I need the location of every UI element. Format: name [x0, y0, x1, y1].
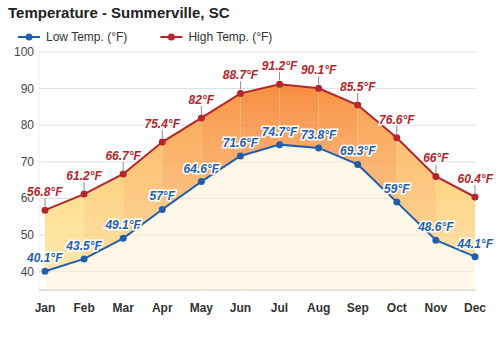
low-area [201, 156, 240, 290]
data-label: 91.2°F [262, 59, 298, 73]
series-marker [472, 193, 479, 200]
x-tick-label: Mar [113, 301, 135, 315]
data-label: 90.1°F [301, 63, 337, 77]
data-label: 85.5°F [340, 80, 376, 94]
legend-label: High Temp. (°F) [188, 30, 272, 44]
y-tick-label: 50 [21, 228, 35, 242]
series-marker [354, 102, 361, 109]
series-marker [81, 191, 88, 198]
series-marker [42, 268, 49, 275]
label-pointer [201, 106, 202, 114]
x-tick-label: Nov [425, 301, 448, 315]
chart: Temperature - Summerville, SC Low Temp. (… [0, 0, 500, 350]
series-marker [120, 235, 127, 242]
label-pointer [318, 76, 319, 84]
data-label: 43.5°F [65, 239, 102, 253]
series-marker [432, 173, 439, 180]
grid-line [39, 52, 475, 53]
data-label: 64.6°F [184, 162, 220, 176]
background [0, 0, 500, 350]
series-marker [315, 85, 322, 92]
label-pointer [45, 198, 46, 206]
x-tick-label: Jul [271, 301, 288, 315]
data-label: 60.4°F [458, 172, 494, 186]
plot-area [42, 81, 479, 290]
low-area [319, 148, 358, 290]
series-marker [237, 90, 244, 97]
data-label: 49.1°F [104, 218, 141, 232]
series-marker [120, 170, 127, 177]
data-label: 88.7°F [223, 68, 259, 82]
y-tick-label: 90 [21, 82, 35, 96]
series-marker [159, 139, 166, 146]
series-marker [276, 81, 283, 88]
label-pointer [162, 130, 163, 138]
data-label: 76.6°F [379, 113, 415, 127]
data-label: 82°F [189, 93, 215, 107]
series-marker [315, 144, 322, 151]
data-label: 48.6°F [417, 220, 454, 234]
x-tick-label: Oct [387, 301, 407, 315]
label-pointer [123, 162, 124, 170]
y-tick-label: 70 [21, 155, 35, 169]
legend-entry: Low Temp. (°F) [18, 30, 127, 44]
series-marker [393, 199, 400, 206]
chart-container: Temperature - Summerville, SC Low Temp. (… [0, 0, 500, 350]
x-tick-label: Aug [307, 301, 330, 315]
series-marker [159, 206, 166, 213]
x-tick-label: Sep [347, 301, 369, 315]
data-label: 66°F [423, 151, 449, 165]
data-label: 74.7°F [262, 125, 298, 139]
y-tick-label: 40 [21, 265, 35, 279]
data-label: 59°F [384, 182, 410, 196]
y-tick-label: 80 [21, 118, 35, 132]
series-line [45, 145, 475, 272]
series-marker [237, 152, 244, 159]
legend-marker [168, 34, 175, 41]
data-label: 75.4°F [145, 117, 181, 131]
data-label: 69.3°F [340, 144, 376, 158]
series-marker [472, 253, 479, 260]
data-label: 40.1°F [26, 251, 63, 265]
x-tick-label: Feb [73, 301, 94, 315]
series-marker [198, 178, 205, 185]
legend-entry: High Temp. (°F) [160, 30, 272, 44]
series-marker [276, 141, 283, 148]
x-tick-label: May [190, 301, 214, 315]
data-label: 73.8°F [301, 128, 337, 142]
low-area [397, 202, 436, 290]
label-pointer [435, 164, 436, 172]
series-marker [42, 207, 49, 214]
data-label: 56.8°F [27, 185, 63, 199]
data-label: 61.2°F [66, 169, 102, 183]
data-labels: 40.1°F43.5°F49.1°F 57°F 64.6°F71.6°F74.7°F… [26, 59, 494, 265]
label-pointer [396, 126, 397, 134]
label-pointer [475, 185, 476, 193]
x-tick-label: Dec [464, 301, 486, 315]
series-marker [432, 237, 439, 244]
x-tick-label: Jun [230, 301, 251, 315]
series-marker [198, 114, 205, 121]
label-pointer [357, 93, 358, 101]
label-pointer [84, 182, 85, 190]
data-label: 66.7°F [105, 149, 141, 163]
x-tick-label: Jan [35, 301, 56, 315]
label-pointer [240, 81, 241, 89]
data-label: 71.6°F [223, 136, 259, 150]
x-tick-label: Apr [152, 301, 173, 315]
label-pointer [279, 72, 280, 80]
data-label: 44.1°F [457, 237, 494, 251]
series-line [45, 84, 475, 210]
title: Temperature - Summerville, SC [8, 4, 230, 21]
series-marker [354, 161, 361, 168]
data-label: 57°F [150, 189, 176, 203]
legend-label: Low Temp. (°F) [46, 30, 127, 44]
y-tick-label: 100 [14, 45, 34, 59]
low-area [240, 145, 279, 290]
series-marker [393, 134, 400, 141]
series-marker [81, 255, 88, 262]
legend-marker [26, 34, 33, 41]
low-area [280, 145, 319, 290]
